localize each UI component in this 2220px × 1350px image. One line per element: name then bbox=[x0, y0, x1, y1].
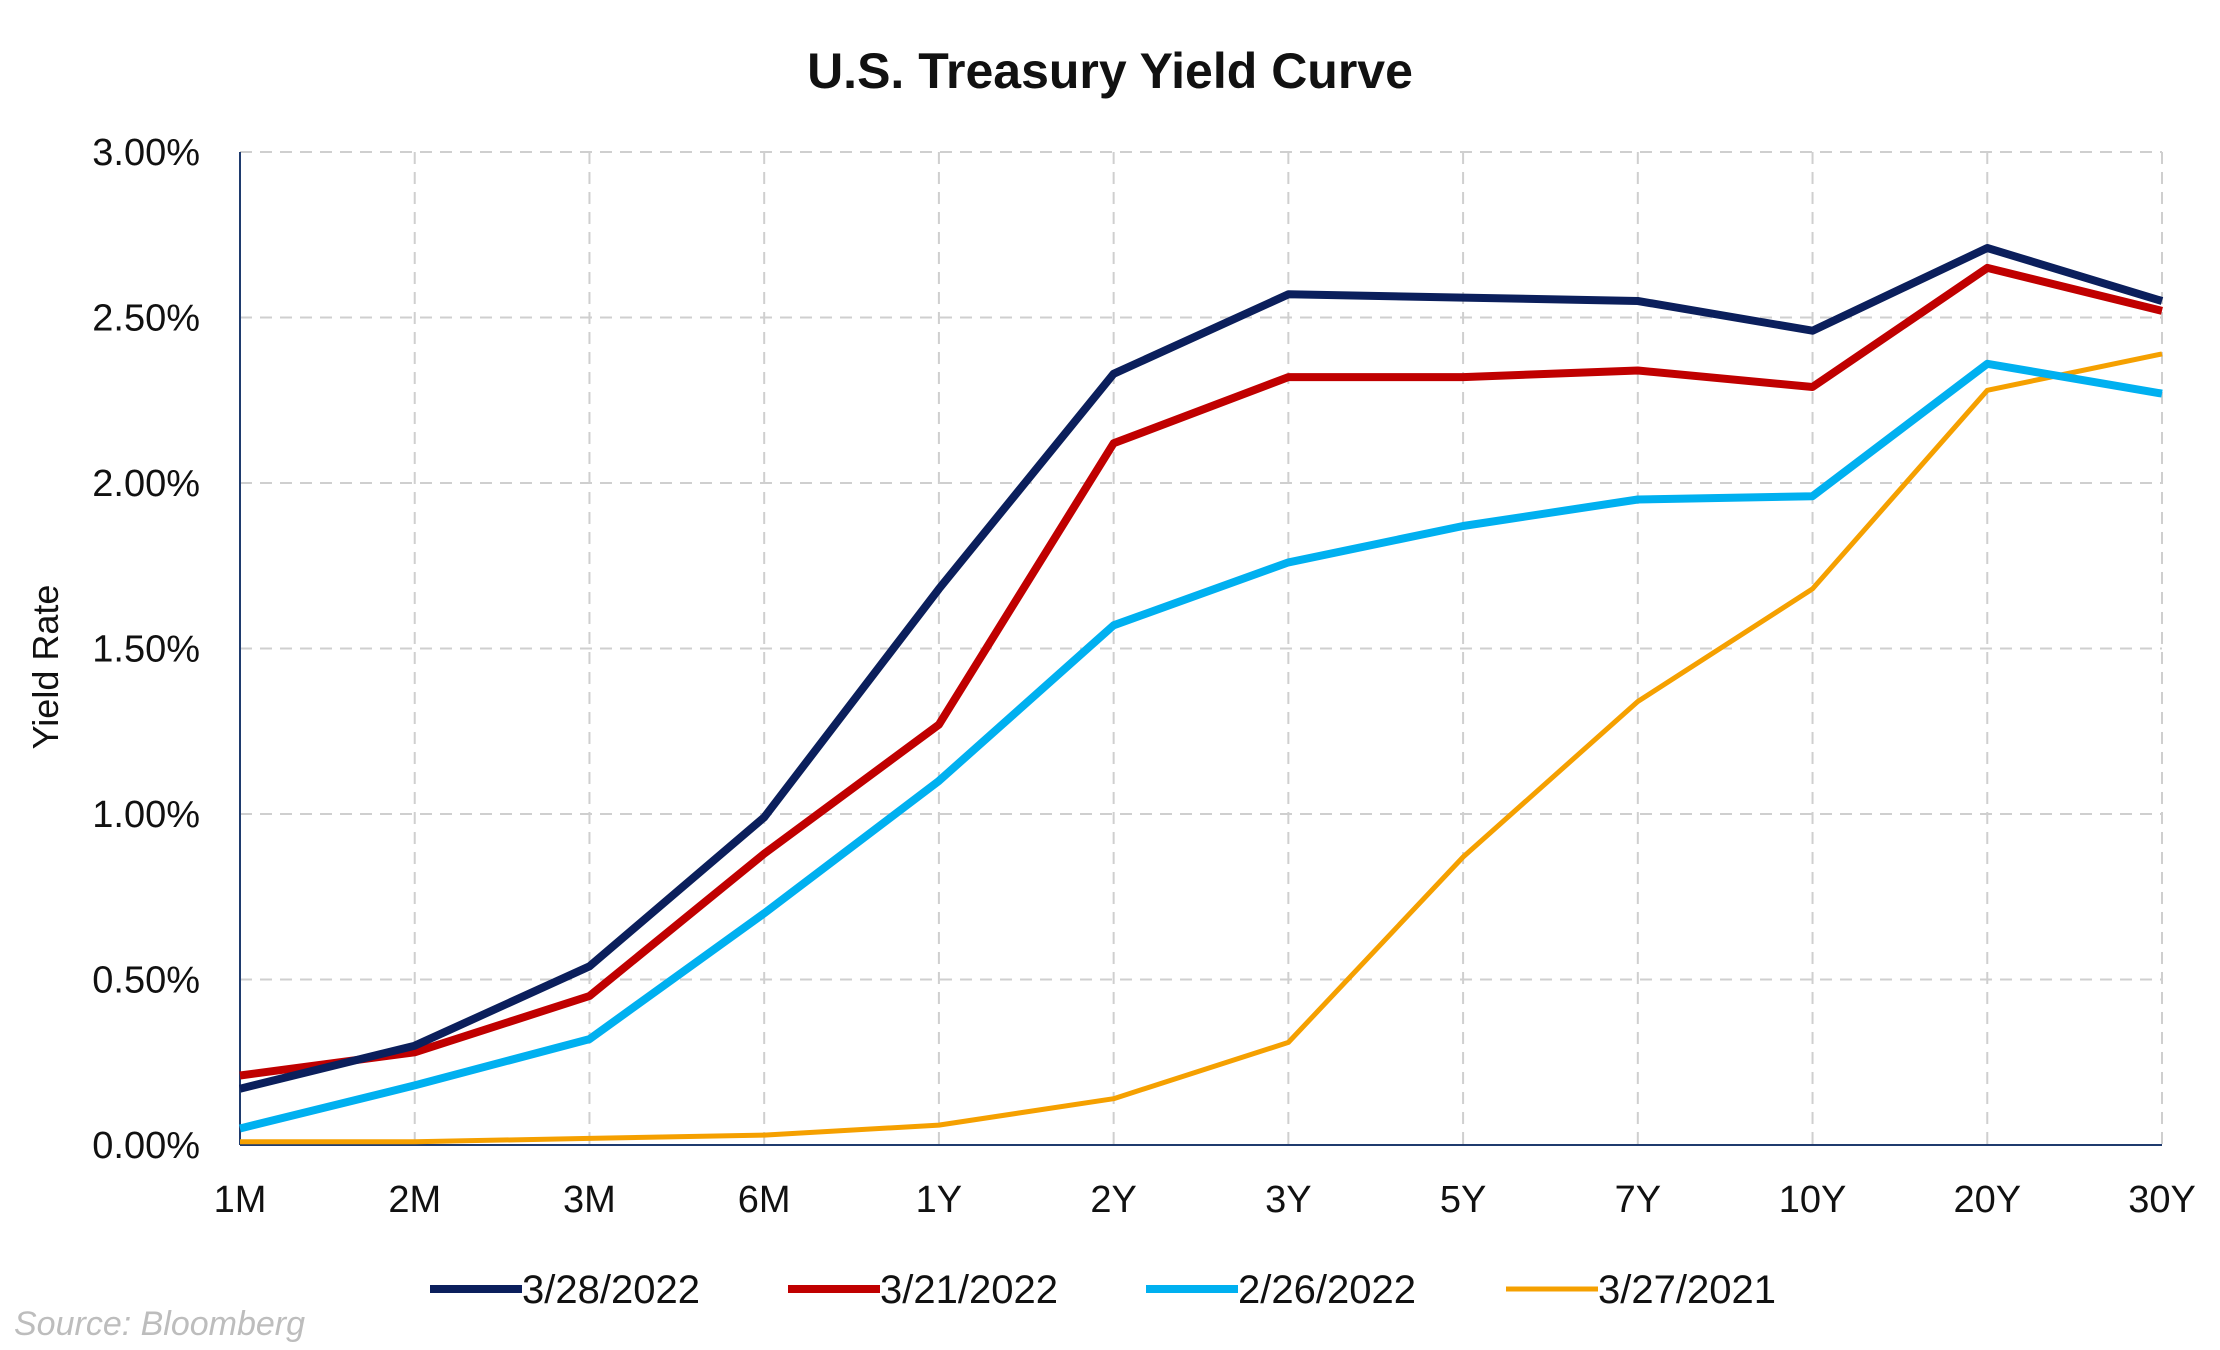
x-tick-label: 20Y bbox=[1953, 1179, 2021, 1221]
source-note: Source: Bloomberg bbox=[14, 1305, 305, 1343]
series-line bbox=[239, 244, 2164, 1093]
legend-label: 2/26/2022 bbox=[1238, 1268, 1416, 1312]
legend: 3/28/2022 3/21/2022 2/26/2022 3/27/2021 bbox=[430, 1268, 1776, 1312]
y-tick-label: 0.00% bbox=[92, 1125, 200, 1167]
series-line bbox=[239, 359, 2163, 1133]
x-tick-label: 10Y bbox=[1779, 1179, 1847, 1221]
x-tick-label: 5Y bbox=[1440, 1179, 1486, 1221]
legend-label: 3/21/2022 bbox=[880, 1268, 1058, 1312]
x-tick-label: 2M bbox=[388, 1179, 441, 1221]
x-tick-label: 1M bbox=[214, 1179, 267, 1221]
x-tick-label: 1Y bbox=[916, 1179, 962, 1221]
x-tick-label: 3M bbox=[563, 1179, 616, 1221]
y-tick-labels: 0.00% 0.50% 1.00% 1.50% 2.00% 2.50% 3.00% bbox=[92, 132, 200, 1167]
y-tick-label: 0.50% bbox=[92, 960, 200, 1002]
series-lines bbox=[239, 244, 2164, 1145]
series-line bbox=[240, 351, 2163, 1145]
y-tick-label: 1.50% bbox=[92, 629, 200, 671]
x-tick-label: 3Y bbox=[1265, 1179, 1311, 1221]
y-tick-label: 2.00% bbox=[92, 463, 200, 505]
x-tick-label: 30Y bbox=[2128, 1179, 2196, 1221]
x-tick-labels: 1M 2M 3M 6M 1Y 2Y 3Y 5Y 7Y 10Y 20Y 30Y bbox=[214, 1179, 2196, 1221]
y-tick-label: 2.50% bbox=[92, 298, 200, 340]
x-tick-label: 2Y bbox=[1090, 1179, 1136, 1221]
chart-title: U.S. Treasury Yield Curve bbox=[807, 43, 1413, 99]
legend-label: 3/27/2021 bbox=[1598, 1268, 1776, 1312]
y-axis-label: Yield Rate bbox=[25, 585, 66, 750]
y-tick-label: 1.00% bbox=[92, 794, 200, 836]
y-tick-label: 3.00% bbox=[92, 132, 200, 174]
x-tick-label: 7Y bbox=[1615, 1179, 1661, 1221]
gridlines bbox=[240, 151, 2163, 1145]
x-tick-label: 6M bbox=[738, 1179, 791, 1221]
legend-label: 3/28/2022 bbox=[522, 1268, 700, 1312]
series-line bbox=[239, 263, 2163, 1080]
axes bbox=[239, 152, 2162, 1146]
